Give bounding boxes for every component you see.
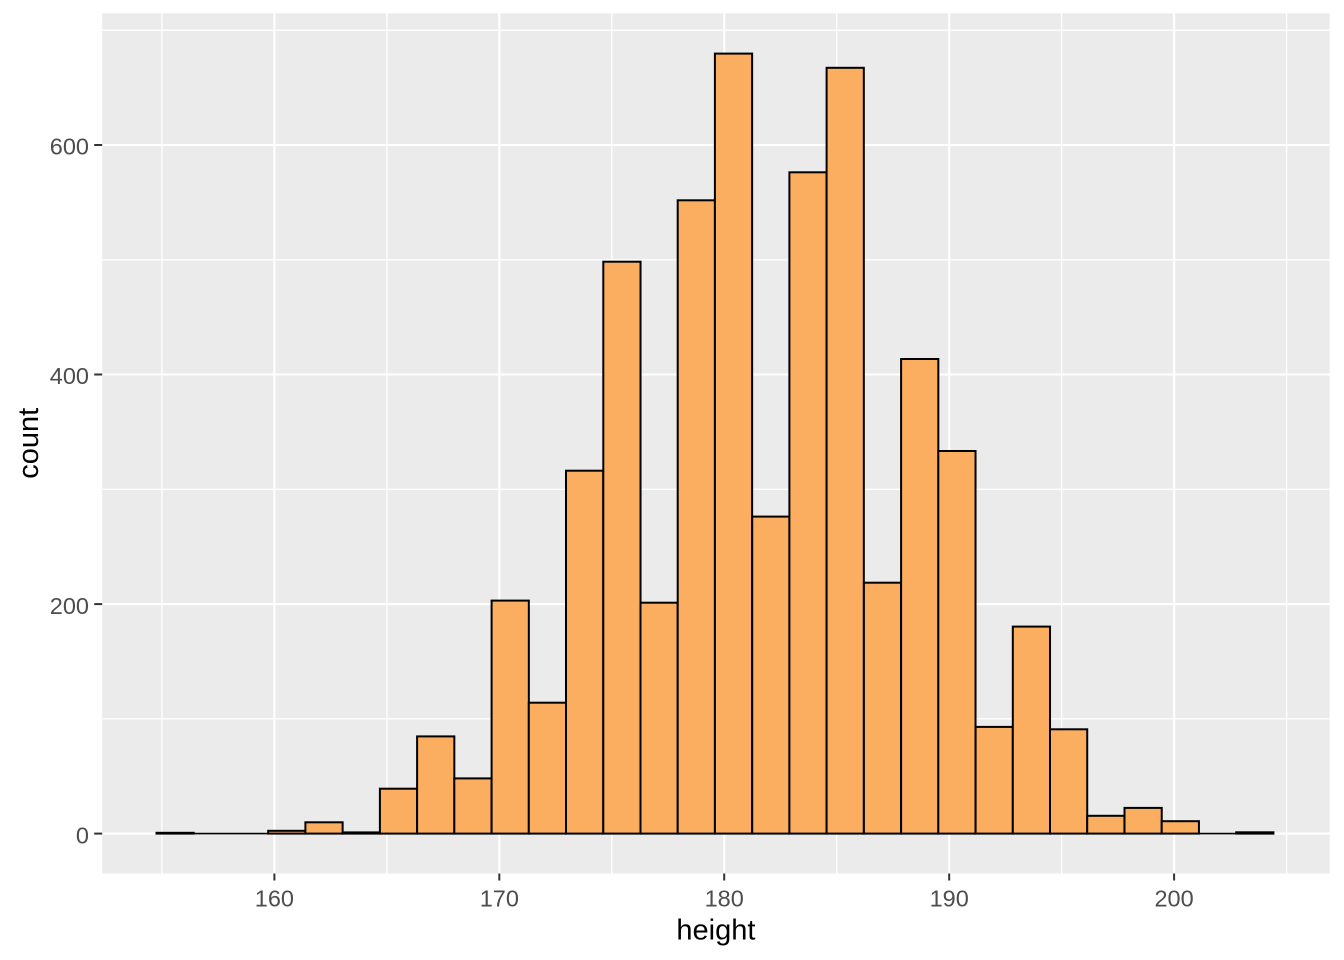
svg-text:600: 600 xyxy=(50,134,89,160)
svg-text:200: 200 xyxy=(50,593,89,619)
svg-text:count: count xyxy=(13,408,45,479)
svg-text:400: 400 xyxy=(50,363,89,389)
svg-text:190: 190 xyxy=(930,886,969,912)
svg-text:180: 180 xyxy=(705,886,744,912)
svg-text:170: 170 xyxy=(480,886,519,912)
svg-text:160: 160 xyxy=(255,886,294,912)
svg-text:0: 0 xyxy=(76,822,89,848)
svg-text:200: 200 xyxy=(1154,886,1193,912)
svg-text:height: height xyxy=(676,915,755,947)
